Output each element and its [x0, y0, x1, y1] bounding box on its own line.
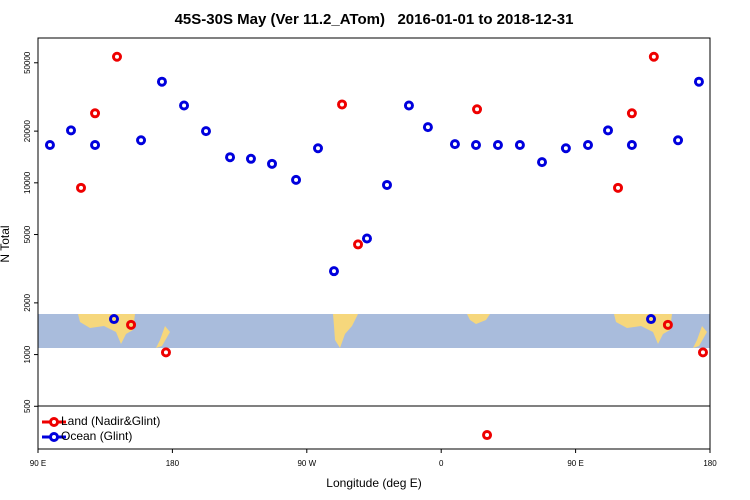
point — [560, 143, 571, 154]
point — [537, 157, 547, 168]
x-tick-label: 90 E — [567, 459, 583, 468]
point — [109, 314, 120, 325]
x-tick-label: 90 E — [30, 459, 46, 468]
point — [267, 158, 278, 169]
point — [225, 152, 236, 163]
point — [126, 319, 137, 330]
x-tick-label: 0 — [439, 459, 444, 468]
point — [179, 100, 190, 111]
point — [381, 179, 392, 190]
x-tick-label: 90 W — [297, 459, 316, 468]
point — [662, 319, 673, 330]
point — [337, 99, 348, 110]
y-tick-label: 50000 — [23, 51, 32, 74]
point — [291, 174, 302, 185]
point — [472, 104, 483, 115]
y-tick-label: 10000 — [23, 171, 32, 194]
point — [111, 51, 122, 62]
point — [76, 182, 87, 193]
point — [603, 125, 614, 136]
point — [582, 140, 593, 151]
point — [613, 182, 624, 193]
point — [646, 314, 657, 325]
legend-marker — [49, 432, 59, 442]
point — [693, 76, 704, 87]
point — [160, 347, 171, 358]
point — [470, 140, 481, 151]
point — [422, 122, 433, 133]
y-tick-label: 5000 — [23, 225, 32, 243]
x-tick-label: 180 — [166, 459, 180, 468]
x-axis-label: Longitude (deg E) — [326, 476, 421, 490]
point — [44, 140, 55, 151]
point — [361, 233, 372, 244]
y-tick-label: 2000 — [23, 293, 32, 311]
point — [353, 239, 364, 250]
point — [626, 140, 637, 151]
point — [136, 135, 147, 146]
legend-marker — [49, 417, 59, 427]
point — [201, 126, 211, 137]
point — [482, 430, 493, 441]
y-tick-label: 1000 — [23, 345, 32, 363]
point — [403, 100, 414, 111]
y-axis-label: N Total — [0, 225, 12, 262]
point — [673, 135, 684, 146]
point — [66, 125, 77, 136]
point — [328, 266, 339, 277]
point — [626, 108, 637, 119]
point — [90, 140, 101, 151]
point — [449, 139, 460, 150]
y-tick-label: 500 — [23, 399, 32, 413]
legend-label: Ocean (Glint) — [61, 429, 132, 443]
y-tick-label: 20000 — [23, 119, 32, 142]
point — [156, 76, 167, 87]
chart-title: 45S-30S May (Ver 11.2_ATom) 2016-01-01 t… — [175, 11, 574, 28]
point — [245, 153, 256, 164]
map-background — [38, 314, 710, 348]
plot-frame — [37, 37, 711, 450]
legend-label: Land (Nadir&Glint) — [61, 414, 160, 428]
point — [492, 140, 503, 151]
point — [90, 108, 101, 119]
point — [697, 347, 708, 358]
point — [313, 143, 323, 154]
point — [648, 51, 659, 62]
x-tick-label: 180 — [703, 459, 717, 468]
point — [514, 140, 525, 151]
